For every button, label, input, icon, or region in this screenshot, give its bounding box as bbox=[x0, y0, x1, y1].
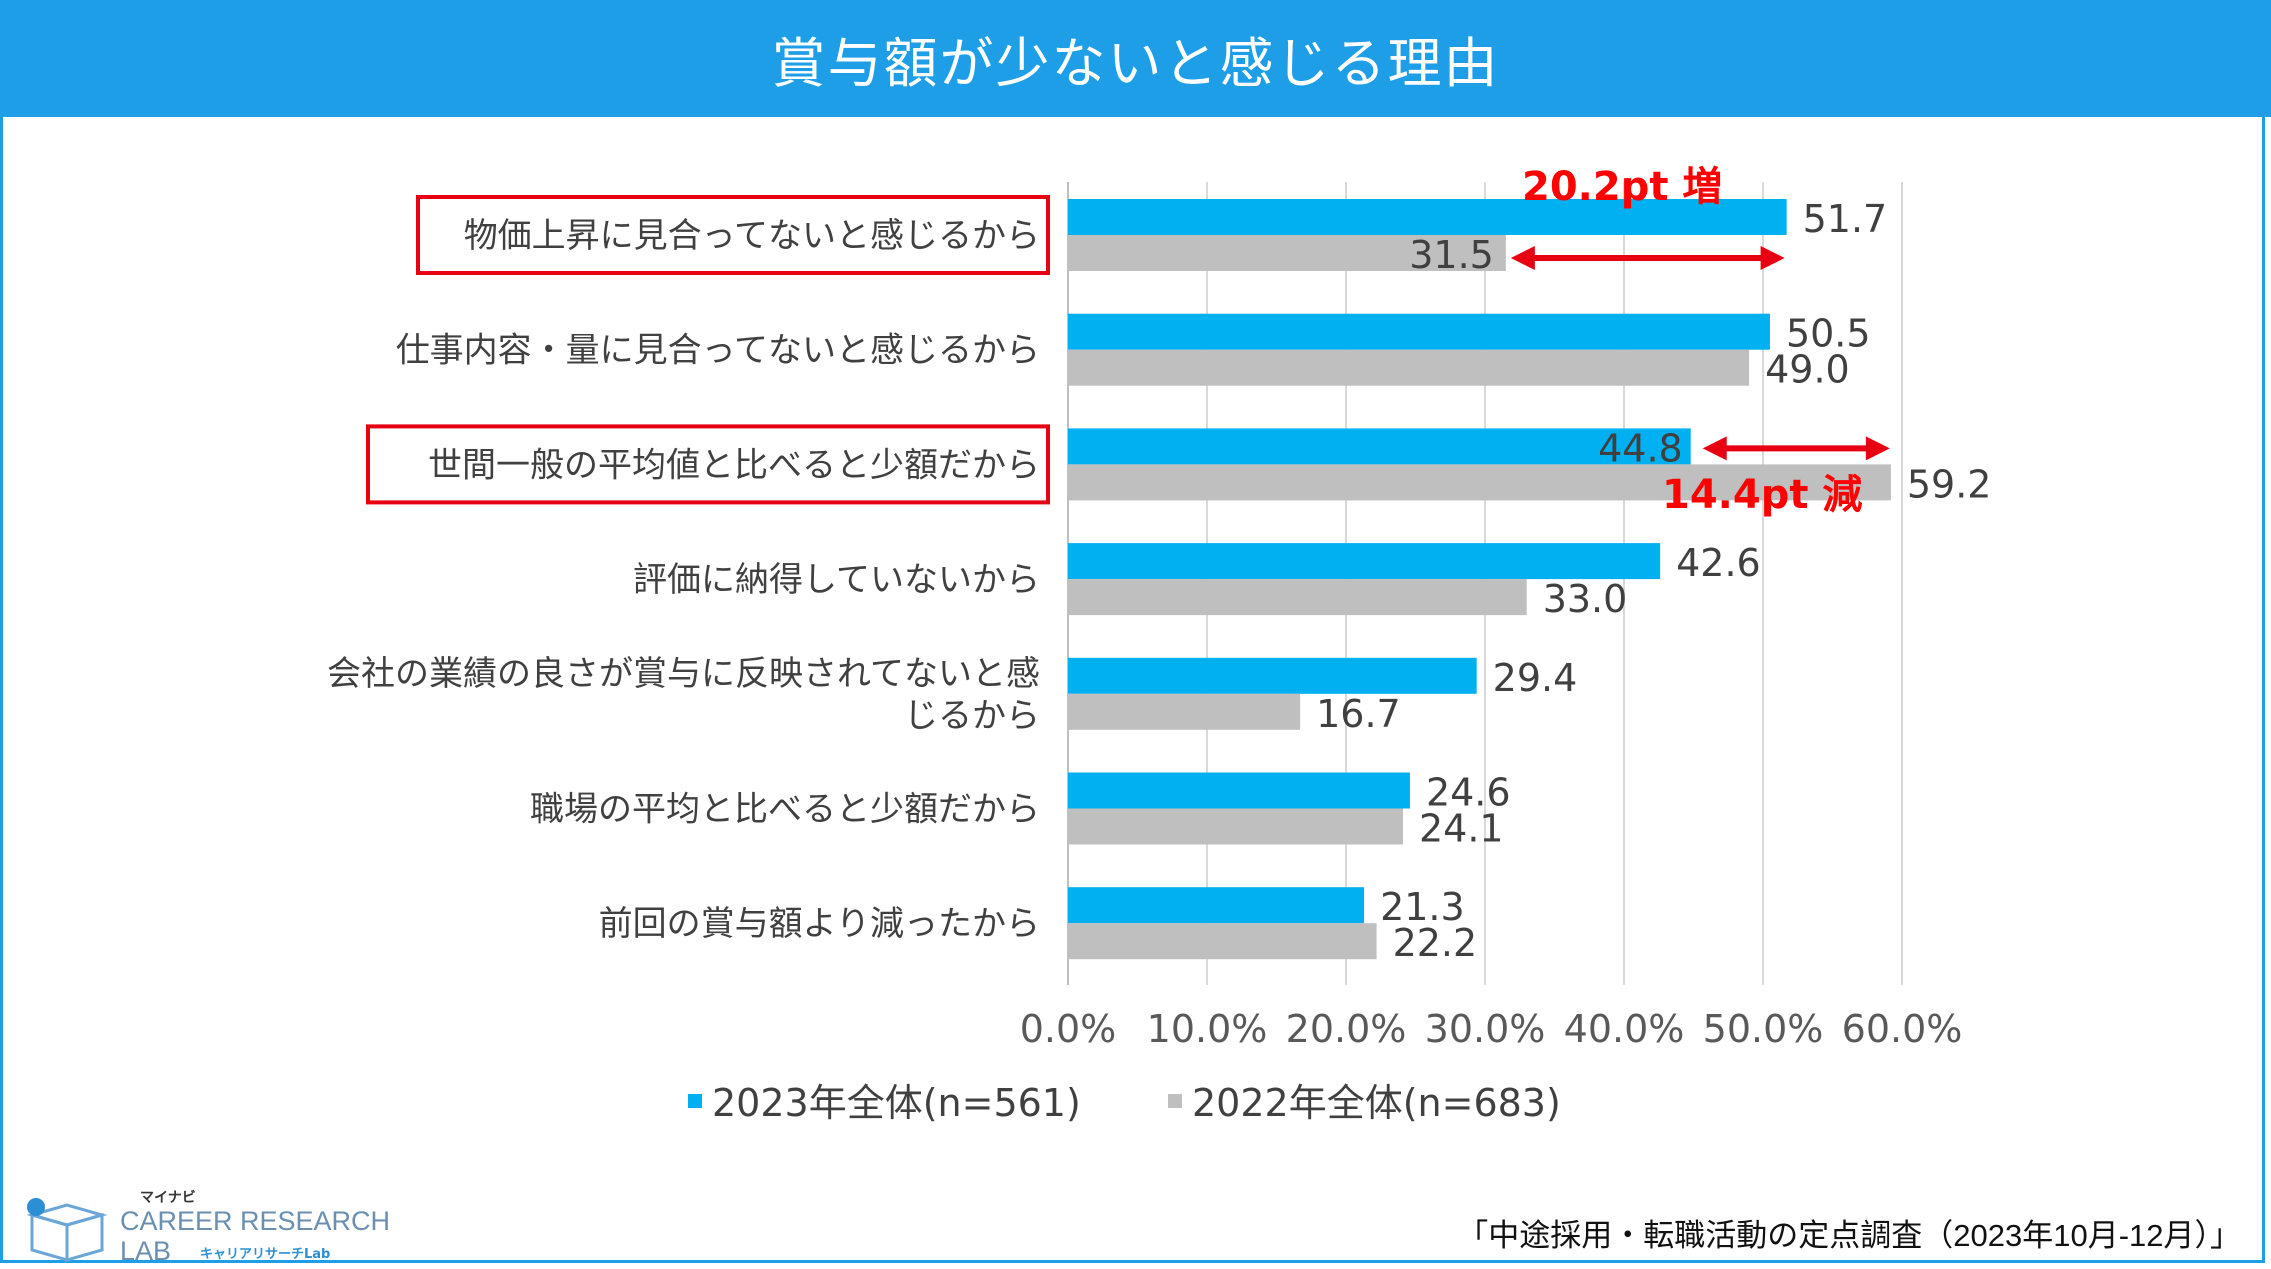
category-label-line: 評価に納得していないから bbox=[633, 560, 1040, 600]
bar bbox=[1068, 923, 1377, 960]
bar bbox=[1068, 543, 1661, 580]
data-label: 50.5 bbox=[1786, 312, 1871, 356]
x-tick-label: 20.0% bbox=[1286, 1007, 1407, 1051]
data-label: 29.4 bbox=[1493, 656, 1578, 700]
difference-arrow bbox=[1702, 436, 1890, 461]
x-tick-label: 40.0% bbox=[1564, 1007, 1685, 1051]
category-label: 物価上昇に見合ってないと感じるから bbox=[464, 216, 1040, 256]
category-label-line: 前回の賞与額より減ったから bbox=[599, 904, 1040, 944]
annotation-text: 14.4pt 減 bbox=[1662, 472, 1862, 518]
category-label-line: じるから bbox=[904, 696, 1040, 736]
arrow-head bbox=[1760, 246, 1785, 270]
bar bbox=[1068, 464, 1891, 501]
highlight-box bbox=[366, 424, 1050, 505]
category-label-line: 職場の平均と比べると少額だから bbox=[530, 790, 1040, 830]
arrow-head bbox=[1702, 436, 1727, 461]
highlight-box bbox=[416, 195, 1050, 275]
data-label: 24.1 bbox=[1419, 807, 1504, 851]
legend-label: 2022年全体(n=683) bbox=[1192, 1081, 1561, 1125]
x-tick-label: 10.0% bbox=[1147, 1007, 1268, 1051]
category-label-line: 会社の業績の良さが賞与に反映されてないと感 bbox=[327, 654, 1040, 694]
logo-top-text: マイナビ bbox=[140, 1190, 196, 1206]
category-label: 評価に納得していないから bbox=[633, 560, 1040, 600]
annotation-text: 20.2pt 増 bbox=[1522, 164, 1722, 210]
bar bbox=[1068, 579, 1527, 616]
data-label: 21.3 bbox=[1380, 885, 1465, 929]
legend-swatch bbox=[1168, 1094, 1182, 1108]
category-label-line: 世間一般の平均値と比べると少額だから bbox=[428, 445, 1040, 485]
chart-title: 賞与額が少ないと感じる理由 bbox=[0, 0, 2271, 117]
bar bbox=[1068, 313, 1770, 350]
logo: マイナビ CAREER RESEARCH LAB キャリアリサーチLab bbox=[26, 1190, 390, 1265]
data-label: 33.0 bbox=[1543, 577, 1628, 621]
category-label: 前回の賞与額より減ったから bbox=[599, 904, 1040, 944]
bar bbox=[1068, 887, 1365, 924]
data-label: 51.7 bbox=[1803, 197, 1888, 241]
bar bbox=[1068, 235, 1506, 271]
category-label: 仕事内容・量に見合ってないと感じるから bbox=[396, 331, 1040, 371]
bar bbox=[1068, 772, 1410, 809]
category-label-line: 仕事内容・量に見合ってないと感じるから bbox=[396, 331, 1040, 371]
data-label: 31.5 bbox=[1409, 233, 1494, 277]
logo-sub: キャリアリサーチLab bbox=[200, 1247, 330, 1262]
source-note: 「中途採用・転職活動の定点調査（2023年10月-12月）」 bbox=[1457, 1218, 2241, 1253]
category-label: 職場の平均と比べると少額だから bbox=[530, 790, 1040, 830]
x-tick-label: 60.0% bbox=[1842, 1007, 1963, 1051]
data-label: 24.6 bbox=[1426, 771, 1511, 815]
difference-arrow bbox=[1510, 246, 1785, 270]
bar bbox=[1068, 428, 1691, 465]
x-tick-label: 30.0% bbox=[1425, 1007, 1546, 1051]
logo-cube-icon bbox=[26, 1198, 108, 1262]
bar bbox=[1068, 693, 1301, 730]
legend-item: 2023年全体(n=561) bbox=[688, 1081, 1081, 1125]
x-tick-label: 50.0% bbox=[1703, 1007, 1824, 1051]
bar bbox=[1068, 657, 1477, 694]
data-label: 42.6 bbox=[1676, 541, 1761, 585]
logo-line2: LAB bbox=[120, 1236, 171, 1265]
logo-line1: CAREER RESEARCH bbox=[120, 1206, 390, 1236]
data-label: 49.0 bbox=[1765, 348, 1850, 392]
category-label: 世間一般の平均値と比べると少額だから bbox=[428, 445, 1040, 485]
category-label-line: 物価上昇に見合ってないと感じるから bbox=[464, 216, 1040, 256]
bar bbox=[1068, 349, 1750, 386]
bar bbox=[1068, 808, 1403, 845]
data-label: 22.2 bbox=[1393, 921, 1478, 965]
bar-chart: 0.0% 10.0% 20.0% 30.0% 40.0% 50.0% 60.0% 物価上昇に見… bbox=[327, 164, 1992, 1125]
data-label: 44.8 bbox=[1598, 426, 1683, 470]
arrow-head bbox=[1865, 436, 1890, 461]
x-tick-label: 0.0% bbox=[1020, 1007, 1117, 1051]
legend-item: 2022年全体(n=683) bbox=[1168, 1081, 1561, 1125]
data-label: 16.7 bbox=[1316, 692, 1401, 736]
arrow-head bbox=[1510, 246, 1535, 270]
bar bbox=[1068, 199, 1787, 235]
legend-label: 2023年全体(n=561) bbox=[712, 1081, 1081, 1125]
legend-swatch bbox=[688, 1094, 702, 1108]
data-label: 59.2 bbox=[1907, 462, 1992, 506]
